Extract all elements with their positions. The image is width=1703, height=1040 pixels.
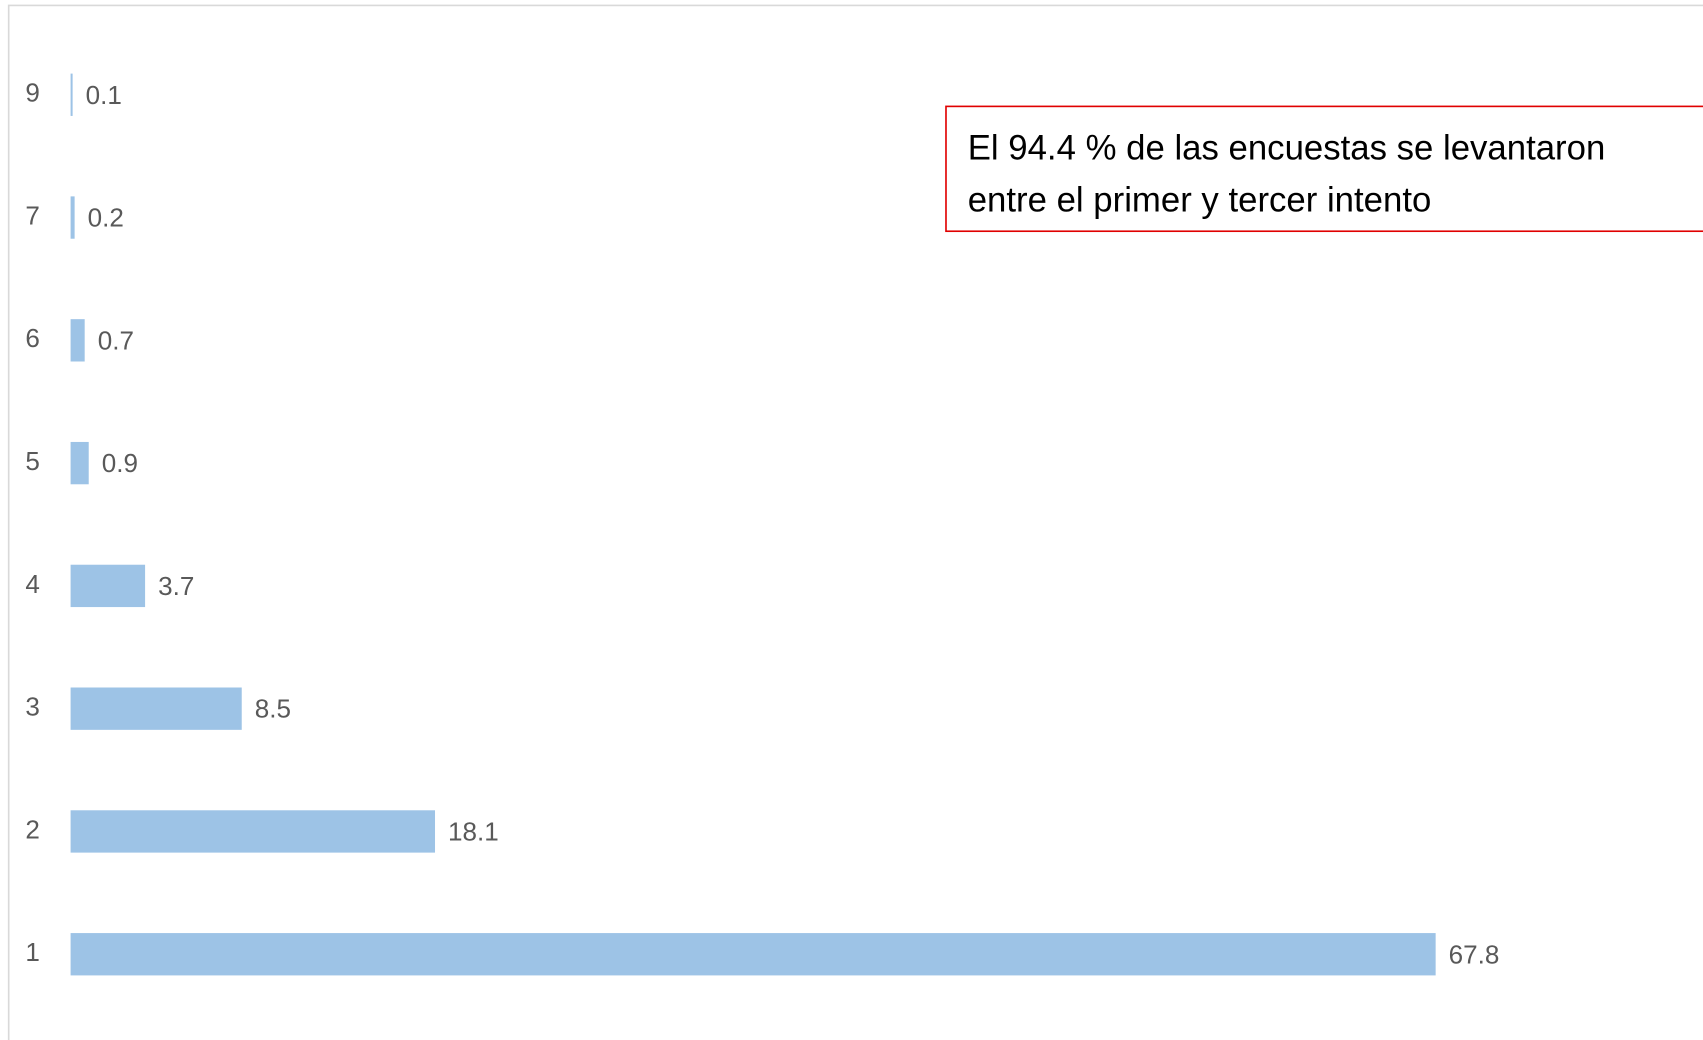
data-label: 3.7	[158, 571, 194, 601]
chart-frame	[7, 4, 1703, 1040]
data-label: 0.7	[98, 325, 134, 355]
bar	[70, 687, 242, 730]
y-tick-label: 7	[25, 200, 40, 230]
data-label: 67.8	[1449, 939, 1500, 969]
data-label: 8.5	[255, 694, 291, 724]
data-label: 0.9	[102, 448, 138, 478]
y-tick-label: 9	[25, 78, 40, 108]
y-tick-label: 2	[25, 814, 40, 844]
y-tick-label: 1	[25, 937, 40, 967]
plot: 1 67.8 2 18.1 3 8.5 4 3.7 5 0.9 6 0.7 7 0.2 9 0.1	[25, 73, 1500, 976]
y-tick-label: 5	[25, 446, 40, 476]
bar	[70, 319, 85, 362]
y-tick-label: 6	[25, 323, 40, 353]
annotation-box	[945, 105, 1703, 233]
bar	[70, 196, 75, 239]
data-label: 18.1	[448, 817, 499, 847]
bar	[70, 441, 89, 485]
annotation: El 94.4 % de las encuestas se levantaron…	[967, 128, 1606, 220]
data-label: 0.2	[88, 203, 124, 233]
data-label: 0.1	[86, 80, 122, 110]
bar	[70, 810, 436, 853]
bar	[70, 564, 146, 608]
y-tick-label: 4	[25, 569, 40, 599]
bar	[70, 73, 73, 116]
annotation-holder: El 94.4 % de las encuestas se levantaron…	[967, 128, 1606, 220]
bar	[70, 933, 1436, 976]
y-tick-label: 3	[25, 692, 40, 722]
